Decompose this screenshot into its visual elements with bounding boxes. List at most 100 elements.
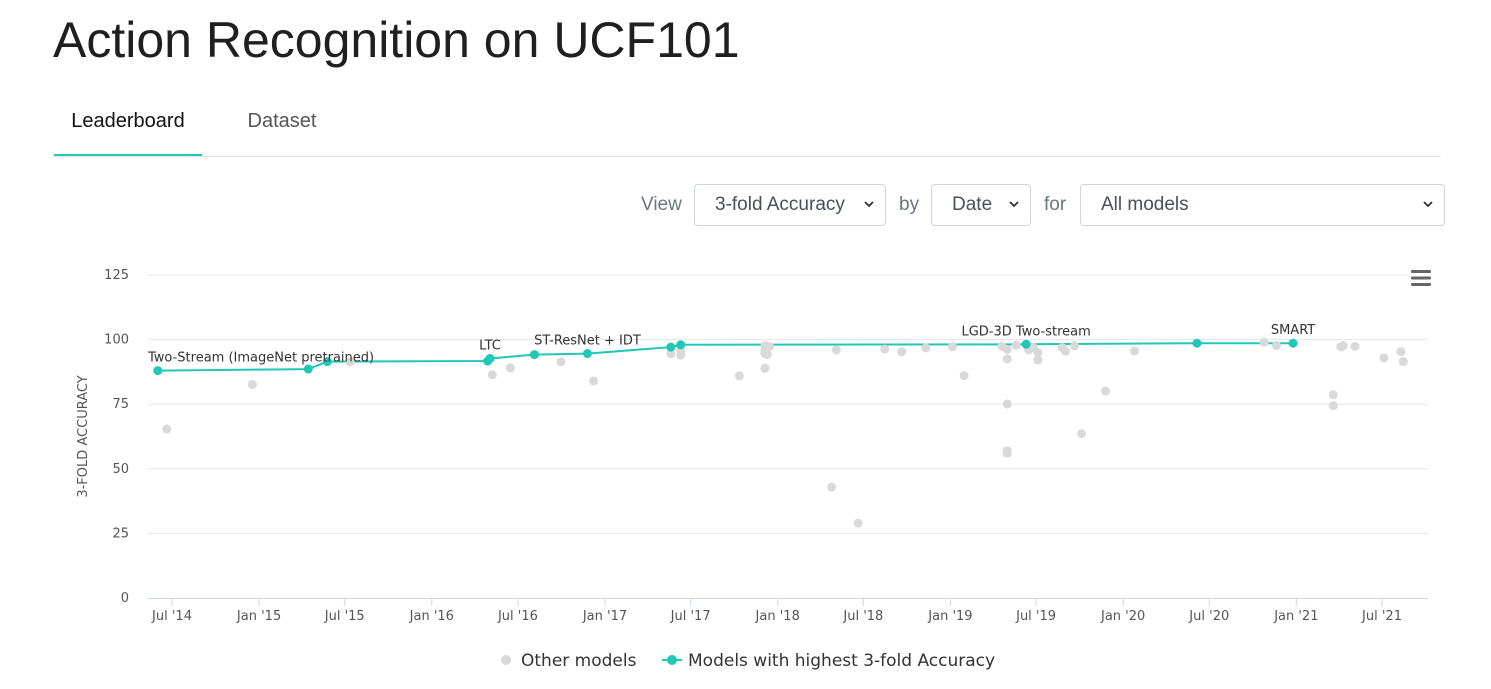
y-tick-label: 125 xyxy=(104,268,129,283)
x-tick-label: Jul '15 xyxy=(324,609,365,624)
other-model-point xyxy=(762,350,772,360)
group-select-value: Date xyxy=(952,194,993,215)
tab-bar: Leaderboard Dataset xyxy=(54,100,1441,157)
x-tick-label: Jan '21 xyxy=(1273,609,1318,624)
y-tick-label: 50 xyxy=(112,462,129,477)
legend-label-other: Other models xyxy=(521,651,637,671)
other-model-point xyxy=(765,342,775,352)
x-tick-label: Jul '20 xyxy=(1188,609,1229,624)
y-tick-label: 25 xyxy=(112,526,129,541)
other-model-point xyxy=(1101,386,1111,396)
x-tick-label: Jan '16 xyxy=(409,609,454,624)
chart-controls: View 3-fold Accuracy by Date for All mod… xyxy=(0,184,1491,226)
y-tick-label: 100 xyxy=(104,333,129,348)
x-tick-label: Jul '21 xyxy=(1361,609,1402,624)
x-tick-label: Jan '17 xyxy=(582,609,627,624)
best-models-points xyxy=(153,338,1298,376)
other-model-point xyxy=(162,424,172,434)
y-tick-label: 75 xyxy=(112,397,129,412)
other-model-point xyxy=(897,347,907,357)
y-axis-label: 3-FOLD ACCURACY xyxy=(76,375,91,497)
best-model-point xyxy=(666,342,676,352)
by-label: by xyxy=(899,194,920,215)
legend-marker-best xyxy=(667,655,677,665)
best-model-point xyxy=(1021,339,1031,349)
other-model-point xyxy=(1002,354,1012,364)
x-tick-label: Jul '18 xyxy=(842,609,883,624)
gridlines xyxy=(148,274,1428,534)
other-model-point xyxy=(734,371,744,381)
best-model-point xyxy=(529,350,539,360)
other-model-point xyxy=(1350,341,1360,351)
other-model-point xyxy=(247,380,257,390)
x-tick-label: Jul '17 xyxy=(670,609,711,624)
x-tick-label: Jan '20 xyxy=(1100,609,1145,624)
other-model-point xyxy=(1002,399,1012,409)
point-annotations: Two-Stream (ImageNet pretrained) LTC ST-Re… xyxy=(147,323,1315,365)
view-label: View xyxy=(641,194,682,215)
other-model-point xyxy=(1338,341,1348,351)
for-label: for xyxy=(1044,194,1067,215)
other-model-point xyxy=(1328,390,1338,400)
other-model-point xyxy=(921,343,931,353)
chart: 0 25 50 75 100 125 Jul '14 Jan '15 Jul '15 Jan '1… xyxy=(76,268,1432,671)
other-model-point xyxy=(880,344,890,354)
best-model-point xyxy=(485,353,495,363)
other-model-point xyxy=(760,363,770,373)
group-select[interactable]: Date xyxy=(931,184,1031,226)
other-model-point xyxy=(1002,344,1012,354)
other-model-point xyxy=(556,357,566,367)
best-model-point xyxy=(303,364,313,374)
filter-select-value: All models xyxy=(1101,194,1189,215)
axes: 0 25 50 75 100 125 Jul '14 Jan '15 Jul '15 Jan '1… xyxy=(76,268,1428,624)
best-model-point xyxy=(582,349,592,359)
legend-marker-other xyxy=(501,655,511,665)
point-label: ST-ResNet + IDT xyxy=(534,334,641,349)
filter-select[interactable]: All models xyxy=(1080,184,1445,226)
other-models-points xyxy=(162,337,1408,528)
point-label: LGD-3D Two-stream xyxy=(961,324,1090,339)
other-model-point xyxy=(1396,347,1406,357)
x-tick-label: Jul '19 xyxy=(1015,609,1056,624)
x-tick-label: Jul '16 xyxy=(497,609,538,624)
other-model-point xyxy=(589,376,599,386)
other-model-point xyxy=(1033,348,1043,358)
hamburger-menu-icon[interactable] xyxy=(1410,269,1432,287)
other-model-point xyxy=(853,518,863,528)
other-model-point xyxy=(505,363,515,373)
chevron-down-icon xyxy=(1009,201,1019,208)
x-tick-label: Jan '15 xyxy=(236,609,281,624)
metric-select-value: 3-fold Accuracy xyxy=(715,194,845,215)
other-model-point xyxy=(1069,341,1079,351)
legend-label-best: Models with highest 3-fold Accuracy xyxy=(688,651,995,671)
legend: Other models Models with highest 3-fold A… xyxy=(501,651,995,671)
other-model-point xyxy=(947,342,957,352)
chevron-down-icon xyxy=(1423,201,1433,208)
other-model-point xyxy=(1002,448,1012,458)
other-model-point xyxy=(1077,429,1087,439)
other-model-point xyxy=(1379,353,1389,363)
other-model-point xyxy=(831,345,841,355)
other-model-point xyxy=(345,357,355,367)
other-model-point xyxy=(1398,357,1408,367)
page-title: Action Recognition on UCF101 xyxy=(53,12,740,68)
other-model-point xyxy=(827,482,837,492)
other-model-point xyxy=(1130,346,1140,356)
point-label: LTC xyxy=(479,338,501,353)
tab-dataset[interactable]: Dataset xyxy=(247,110,317,132)
best-model-point xyxy=(676,340,686,350)
chevron-down-icon xyxy=(864,201,874,208)
other-model-point xyxy=(487,370,497,380)
metric-select[interactable]: 3-fold Accuracy xyxy=(694,184,886,226)
x-tick-label: Jul '14 xyxy=(151,609,192,624)
other-model-point xyxy=(1033,355,1043,365)
other-model-point xyxy=(1328,401,1338,411)
best-model-point xyxy=(153,366,163,376)
x-tick-label: Jan '19 xyxy=(927,609,972,624)
other-model-point xyxy=(1271,341,1281,351)
best-model-point xyxy=(322,357,332,367)
other-model-point xyxy=(959,371,969,381)
other-model-point xyxy=(666,349,676,359)
tab-leaderboard[interactable]: Leaderboard xyxy=(54,100,202,156)
best-model-point xyxy=(1288,338,1298,348)
